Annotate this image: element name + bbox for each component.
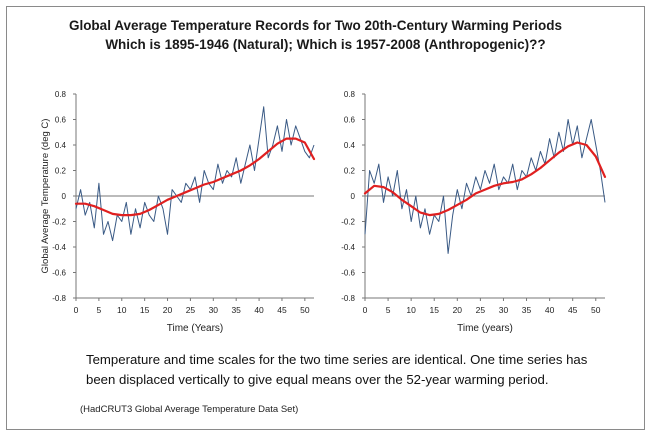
x-tick-label: 35 bbox=[522, 305, 532, 315]
x-tick-label: 25 bbox=[186, 305, 196, 315]
y-tick-label: 0.4 bbox=[55, 141, 67, 150]
monthly-series-line bbox=[364, 119, 606, 254]
x-tick-label: 45 bbox=[277, 305, 287, 315]
x-tick-label: 0 bbox=[363, 305, 368, 315]
x-tick-label: 5 bbox=[97, 305, 102, 315]
x-tick-label: 25 bbox=[476, 305, 486, 315]
y-tick-label: -0.4 bbox=[52, 243, 66, 252]
x-tick-label: 10 bbox=[117, 305, 127, 315]
y-tick-label: -0.2 bbox=[52, 218, 66, 227]
y-tick-label: -0.8 bbox=[341, 294, 355, 303]
x-tick-label: 30 bbox=[499, 305, 509, 315]
x-tick-label: 0 bbox=[74, 305, 79, 315]
y-tick-label: -0.6 bbox=[341, 269, 355, 278]
x-axis-label: Time (Years) bbox=[167, 323, 224, 334]
x-tick-label: 45 bbox=[568, 305, 578, 315]
y-tick-label: 0.2 bbox=[344, 167, 356, 176]
x-tick-label: 50 bbox=[300, 305, 310, 315]
x-tick-label: 15 bbox=[429, 305, 439, 315]
y-tick-label: -0.2 bbox=[341, 218, 355, 227]
x-tick-label: 40 bbox=[545, 305, 555, 315]
y-tick-label: 0.4 bbox=[344, 141, 356, 150]
y-tick-label: 0.8 bbox=[344, 90, 356, 99]
x-axis-label: Time (years) bbox=[457, 323, 513, 334]
x-tick-label: 30 bbox=[209, 305, 219, 315]
x-tick-label: 35 bbox=[231, 305, 241, 315]
x-tick-label: 15 bbox=[140, 305, 150, 315]
y-tick-label: 0.6 bbox=[55, 116, 67, 125]
x-tick-label: 10 bbox=[406, 305, 416, 315]
chart-title-line2: Which is 1895-1946 (Natural); Which is 1… bbox=[105, 37, 546, 52]
x-tick-label: 20 bbox=[453, 305, 463, 315]
caption-line2: been displaced vertically to give equal … bbox=[86, 372, 549, 387]
figure-frame bbox=[6, 6, 645, 430]
smoothed-trend-line bbox=[363, 141, 607, 217]
data-source-note: (HadCRUT3 Global Average Temperature Dat… bbox=[80, 404, 299, 415]
caption-line1: Temperature and time scales for the two … bbox=[86, 352, 588, 367]
x-tick-label: 40 bbox=[254, 305, 264, 315]
x-tick-label: 50 bbox=[591, 305, 601, 315]
y-tick-label: 0 bbox=[62, 192, 67, 201]
monthly-series-line bbox=[75, 106, 315, 242]
y-tick-label: -0.4 bbox=[341, 243, 355, 252]
smoothed-trend-line bbox=[74, 137, 316, 217]
y-tick-label: 0 bbox=[351, 192, 356, 201]
x-tick-label: 20 bbox=[163, 305, 173, 315]
y-tick-label: 0.6 bbox=[344, 116, 356, 125]
x-tick-label: 5 bbox=[386, 305, 391, 315]
y-tick-label: 0.2 bbox=[55, 167, 67, 176]
chart-title-line1: Global Average Temperature Records for T… bbox=[68, 18, 563, 33]
y-tick-label: -0.6 bbox=[52, 269, 66, 278]
y-tick-label: -0.8 bbox=[52, 294, 66, 303]
y-tick-label: 0.8 bbox=[55, 90, 67, 99]
y-axis-label: Global Average Temperature (deg C) bbox=[40, 119, 51, 274]
